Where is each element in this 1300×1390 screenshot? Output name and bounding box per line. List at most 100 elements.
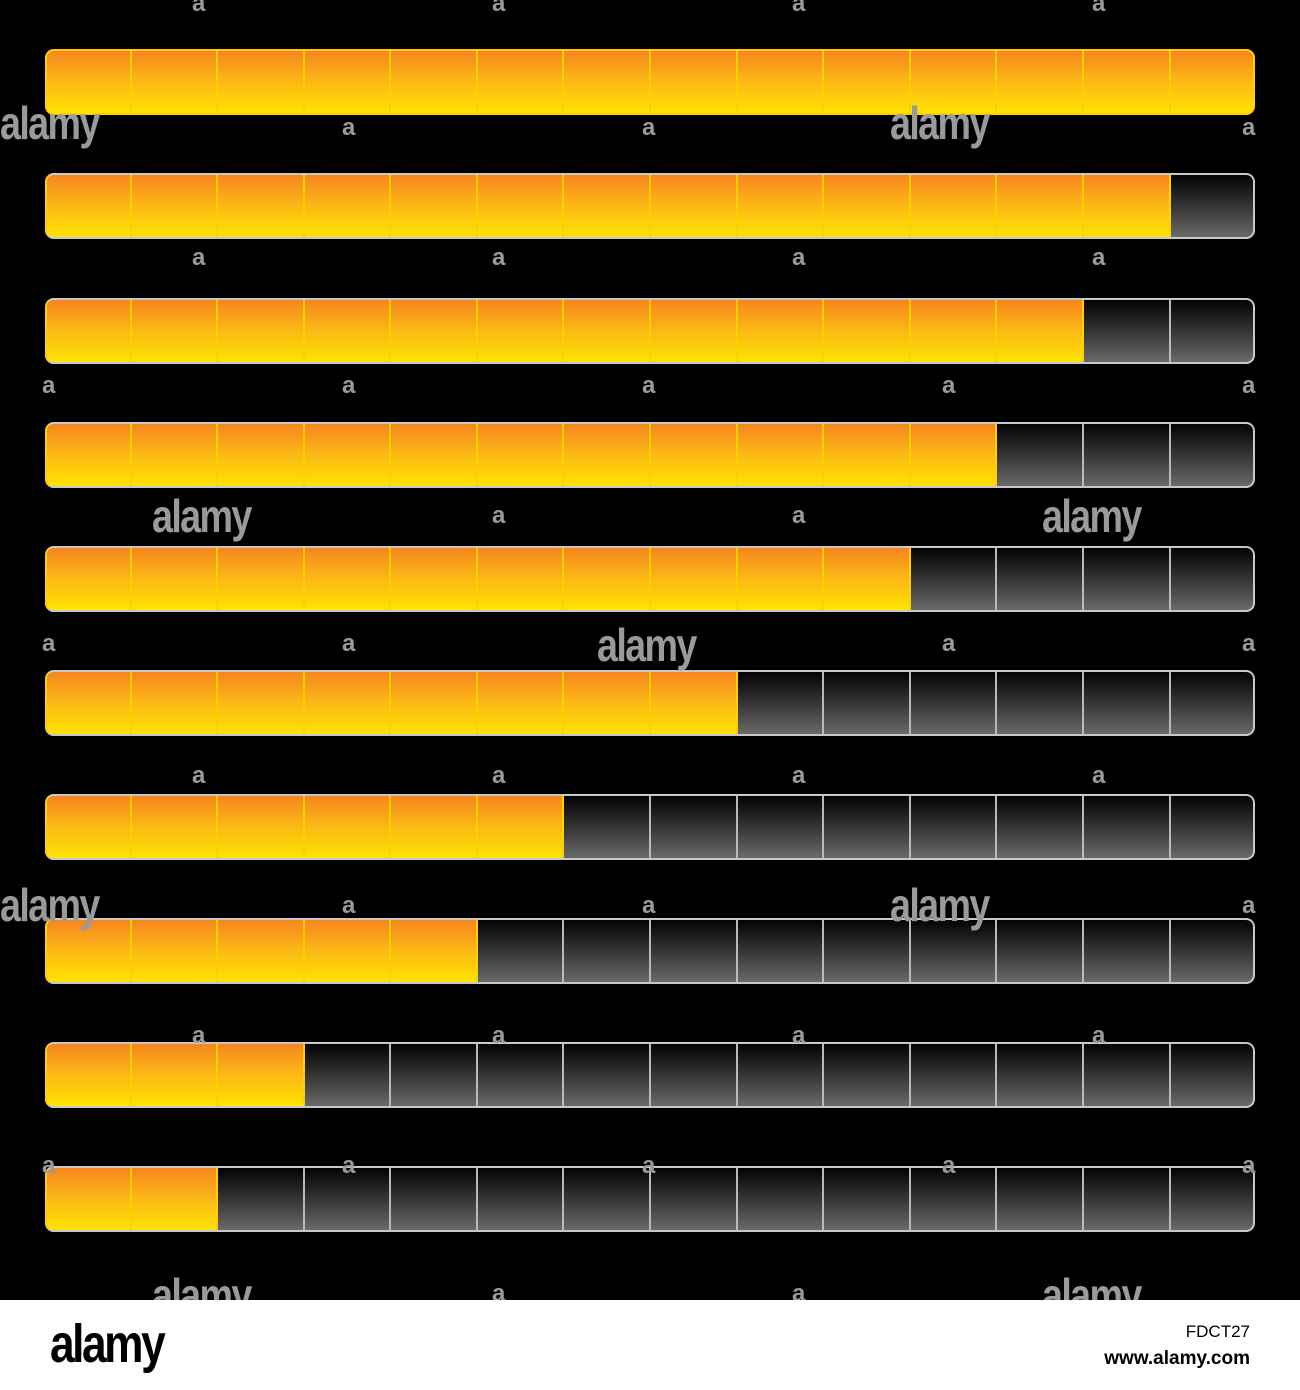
- watermark-logo: alamy: [890, 879, 990, 931]
- progress-segment-empty: [737, 1042, 825, 1108]
- watermark-mark: a: [642, 1152, 656, 1179]
- progress-segment-filled: [218, 298, 305, 364]
- footer-image-id: FDCT27: [1185, 1322, 1250, 1341]
- progress-segment-filled: [651, 173, 738, 239]
- progress-segment-filled: [910, 49, 998, 115]
- watermark-logo: alamy: [152, 490, 252, 542]
- progress-segment-empty: [1170, 794, 1255, 860]
- progress-bar: [45, 1042, 1255, 1108]
- watermark-mark: a: [1242, 114, 1256, 141]
- progress-segment-empty: [824, 1042, 911, 1108]
- progress-segment-filled: [477, 422, 565, 488]
- watermark-mark: a: [942, 372, 956, 399]
- progress-segment-empty: [651, 1166, 738, 1232]
- progress-segment-empty: [391, 1042, 478, 1108]
- progress-segment-filled: [45, 1042, 132, 1108]
- progress-segment-filled: [45, 298, 132, 364]
- watermark-logo: alamy: [0, 879, 100, 931]
- progress-segment-filled: [477, 49, 565, 115]
- watermark-mark: a: [942, 1152, 956, 1179]
- watermark-mark: a: [342, 1152, 356, 1179]
- progress-segment-empty: [651, 918, 738, 984]
- watermark-mark: a: [792, 244, 806, 271]
- progress-segment-empty: [737, 670, 825, 736]
- progress-segment-empty: [910, 1042, 998, 1108]
- stock-footer: alamy FDCT27 www.alamy.com: [0, 1300, 1300, 1390]
- progress-bar: [45, 546, 1255, 612]
- progress-segment-filled: [45, 422, 132, 488]
- progress-segment-empty: [1170, 298, 1255, 364]
- progress-segment-empty: [651, 1042, 738, 1108]
- progress-segment-filled: [391, 422, 478, 488]
- progress-segment-filled: [824, 49, 911, 115]
- progress-segment-filled: [651, 422, 738, 488]
- watermark-mark: a: [342, 114, 356, 141]
- progress-segment-filled: [477, 546, 565, 612]
- progress-segment-filled: [391, 298, 478, 364]
- progress-segment-filled: [131, 422, 219, 488]
- progress-segment-filled: [304, 546, 392, 612]
- progress-segment-filled: [651, 298, 738, 364]
- progress-segment-filled: [1170, 49, 1255, 115]
- progress-segment-empty: [1170, 1042, 1255, 1108]
- progress-segment-empty: [997, 546, 1084, 612]
- watermark-mark: a: [792, 0, 806, 17]
- watermark-mark: a: [492, 502, 506, 529]
- watermark-mark: a: [342, 372, 356, 399]
- progress-segment-filled: [477, 298, 565, 364]
- watermark-mark: a: [792, 762, 806, 789]
- progress-segment-filled: [131, 173, 219, 239]
- progress-segment-filled: [737, 173, 825, 239]
- watermark-mark: a: [192, 244, 206, 271]
- progress-segment-filled: [391, 49, 478, 115]
- watermark-mark: a: [342, 630, 356, 657]
- progress-segment-filled: [304, 173, 392, 239]
- progress-segment-empty: [391, 1166, 478, 1232]
- progress-segment-filled: [391, 670, 478, 736]
- progress-segment-empty: [910, 918, 998, 984]
- progress-segment-filled: [564, 49, 652, 115]
- watermark-mark: a: [1242, 1152, 1256, 1179]
- progress-segment-empty: [910, 794, 998, 860]
- watermark-mark: a: [792, 1280, 806, 1307]
- watermark-mark: a: [192, 762, 206, 789]
- progress-segment-filled: [910, 298, 998, 364]
- progress-segment-filled: [218, 670, 305, 736]
- progress-segment-filled: [737, 298, 825, 364]
- progress-segment-empty: [910, 1166, 998, 1232]
- progress-segment-filled: [651, 49, 738, 115]
- progress-segment-filled: [304, 794, 392, 860]
- watermark-mark: a: [1242, 630, 1256, 657]
- progress-segment-filled: [997, 173, 1084, 239]
- progress-segment-filled: [218, 1042, 305, 1108]
- progress-segment-filled: [737, 422, 825, 488]
- progress-segment-filled: [45, 918, 132, 984]
- watermark-mark: a: [492, 0, 506, 17]
- progress-segment-empty: [824, 918, 911, 984]
- progress-segment-filled: [910, 422, 998, 488]
- progress-segment-empty: [304, 1042, 392, 1108]
- progress-segment-empty: [477, 918, 565, 984]
- watermark-mark: a: [792, 502, 806, 529]
- progress-bar: [45, 49, 1255, 115]
- watermark-mark: a: [642, 114, 656, 141]
- progress-segment-filled: [910, 173, 998, 239]
- progress-segment-filled: [391, 918, 478, 984]
- progress-segment-filled: [45, 1166, 132, 1232]
- progress-segment-empty: [1083, 422, 1171, 488]
- watermark-mark: a: [1092, 762, 1106, 789]
- watermark-mark: a: [492, 244, 506, 271]
- progress-segment-empty: [1083, 298, 1171, 364]
- progress-segment-filled: [218, 422, 305, 488]
- progress-segment-filled: [218, 546, 305, 612]
- progress-segment-empty: [564, 794, 652, 860]
- progress-bar: [45, 298, 1255, 364]
- watermark-logo: alamy: [597, 619, 697, 671]
- progress-segment-empty: [564, 1042, 652, 1108]
- progress-segment-filled: [218, 794, 305, 860]
- progress-segment-filled: [824, 422, 911, 488]
- progress-segment-empty: [477, 1042, 565, 1108]
- progress-segment-filled: [564, 298, 652, 364]
- progress-segment-empty: [304, 1166, 392, 1232]
- progress-segment-empty: [1170, 1166, 1255, 1232]
